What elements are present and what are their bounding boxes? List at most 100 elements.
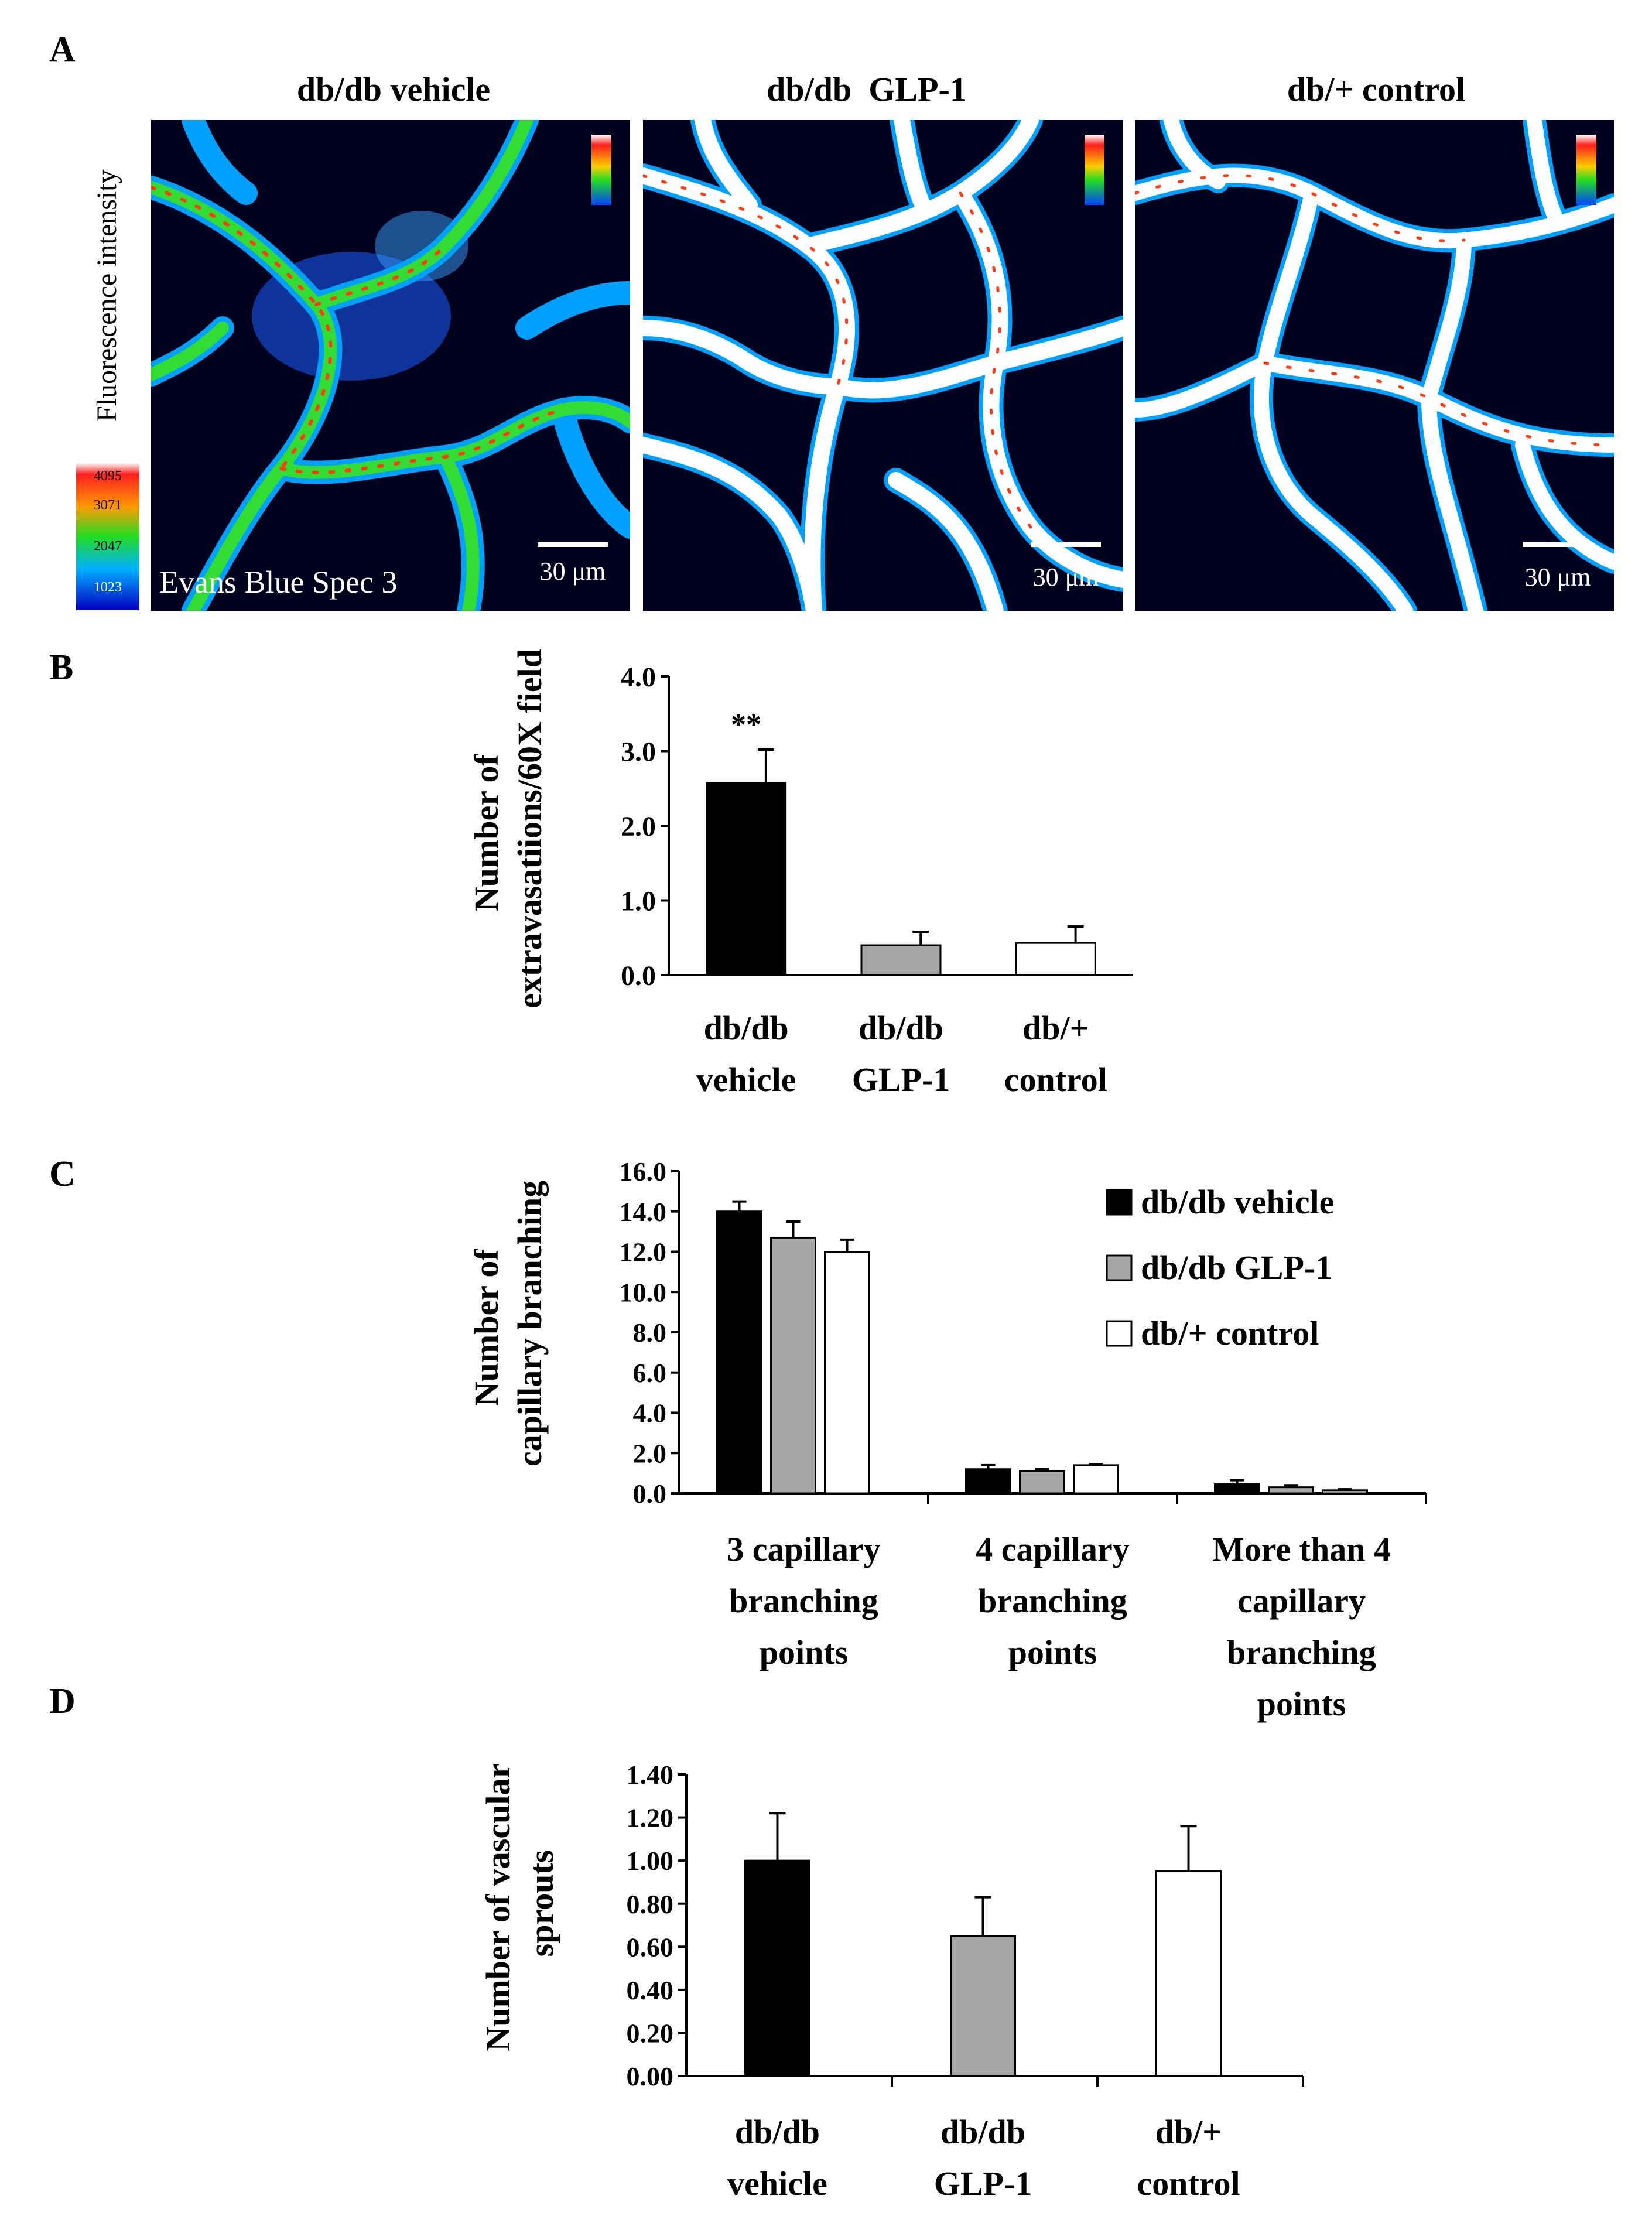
x-category-label: control [1137,2164,1240,2203]
significance-marker: ** [731,708,761,741]
y-tick-label: 16.0 [620,1157,667,1186]
legend-label: db/db GLP-1 [1141,1249,1332,1287]
scale-bar-label: 30 μm [540,557,606,586]
x-category-label: points [1257,1685,1346,1723]
bar [1015,942,1096,976]
x-category-label: control [1004,1061,1107,1099]
y-tick-label: 12.0 [620,1237,667,1267]
legend-label: db/+ control [1141,1314,1319,1352]
x-category-label: db/+ [1022,1009,1089,1047]
chart-c-bars [716,1200,1368,1495]
intensity-colorbar-mini [1085,135,1104,205]
bar [716,1210,762,1495]
x-category-label: db/db [735,2113,820,2151]
ylabel-line: extravasatiions/60X field [511,649,549,1008]
chart-d-bars [744,1812,1222,2077]
x-category-label: db/db [704,1009,789,1047]
x-category-label: branching [729,1582,878,1620]
chart-d-labels: db/db vehicle db/db GLP-1 db/+ control [727,2113,1240,2203]
bar [860,944,942,976]
ylabel-line: sprouts [522,1850,560,1957]
bar [1073,1464,1119,1495]
ylabel-line: Number of [467,1249,505,1407]
x-category-label: GLP-1 [934,2164,1032,2203]
colorbar-tick: 1023 [94,580,122,595]
micrograph-glp1: 30 μm [643,120,1123,611]
image-title-control: db/+ control [1287,70,1465,108]
scale-bar-label: 30 μm [1033,563,1099,591]
colorbar-title: Fluorescence intensity [91,169,122,422]
panel-label-b: B [49,648,73,688]
x-category-label: branching [978,1582,1127,1620]
chart-c-ylabel: Number of capillary branching [467,1181,549,1466]
bar [770,1236,816,1495]
chart-b-labels: db/db vehicle db/db GLP-1 db/+ control [696,1009,1107,1099]
y-tick-label: 0.40 [627,1975,674,2005]
ylabel-line: Number of vascular [479,1764,517,2051]
bar [950,1935,1016,2077]
bar [1268,1486,1314,1495]
x-category-label: 3 capillary [727,1530,881,1568]
image-title-glp1: db/db GLP-1 [767,70,967,108]
chart-c: 16.0 14.0 12.0 10.0 8.0 6.0 4.0 2.0 0.0 3 capill… [467,1157,1427,1723]
x-category-label: db/+ [1155,2113,1222,2151]
x-category-label: 4 capillary [976,1530,1130,1568]
y-tick-label: 1.20 [627,1803,674,1833]
image-label: Evans Blue Spec 3 [159,565,397,600]
legend-swatch [1106,1189,1133,1216]
x-category-label: More than 4 [1212,1530,1391,1568]
bar [965,1468,1011,1495]
chart-d: 1.40 1.20 1.00 0.80 0.60 0.40 0.20 0.00 db/db ve… [479,1755,1304,2203]
legend-label: db/db vehicle [1141,1183,1334,1221]
bar [706,782,787,976]
intensity-colorbar-mini [1576,135,1596,205]
bar [1214,1483,1260,1495]
intensity-colorbar-mini [591,135,611,205]
x-category-label: db/db [859,1009,943,1047]
y-tick-label: 0.0 [633,1479,667,1509]
y-tick-label: 3.0 [621,736,656,767]
chart-b: 4.0 3.0 2.0 1.0 0.0 ** db/db vehicle db/db GLP-… [467,649,1133,1099]
ylabel-line: capillary branching [511,1181,549,1466]
chart-d-axes: 1.40 1.20 1.00 0.80 0.60 0.40 0.20 0.00 [627,1760,1304,2091]
legend-swatch [1106,1320,1133,1347]
legend-swatch [1106,1254,1133,1281]
y-tick-label: 2.0 [633,1438,667,1468]
image-title-vehicle: db/db vehicle [297,70,490,108]
x-category-label: db/db [940,2113,1025,2151]
x-category-label: GLP-1 [852,1061,950,1099]
bar [1155,1870,1222,2077]
y-tick-label: 4.0 [633,1398,667,1428]
x-category-label: points [760,1633,849,1671]
scale-bar-label: 30 μm [1525,563,1591,591]
chart-b-axes: 4.0 3.0 2.0 1.0 0.0 [621,662,1133,991]
chart-c-labels: 3 capillary branching points 4 capillary bra… [727,1530,1391,1723]
y-tick-label: 0.0 [621,960,656,991]
bar [1322,1489,1368,1495]
panel-label-a: A [49,30,76,70]
y-tick-label: 1.0 [621,885,656,916]
micrograph-control: 30 μm [1135,120,1614,611]
bar [1019,1470,1065,1495]
x-category-label: capillary [1237,1582,1366,1620]
y-tick-label: 6.0 [633,1358,667,1388]
panel-label-c: C [49,1154,76,1194]
colorbar-tick: 4095 [94,468,122,484]
colorbar-tick: 3071 [94,498,122,513]
y-tick-label: 10.0 [620,1277,667,1307]
y-tick-label: 4.0 [621,662,656,693]
ylabel-line: Number of [467,754,505,912]
chart-d-ylabel: Number of vascular sprouts [479,1755,560,2051]
x-category-label: branching [1227,1633,1376,1671]
colorbar-tick: 2047 [94,539,122,554]
y-tick-label: 8.0 [633,1318,667,1348]
y-tick-label: 14.0 [620,1197,667,1227]
y-tick-label: 1.00 [627,1846,674,1876]
panel-label-d: D [49,1681,76,1721]
panel-a: Fluorescence intensity 4095 3071 2047 10… [76,70,1614,611]
x-category-label: points [1008,1633,1097,1671]
colorbar [76,463,139,610]
bar [824,1251,870,1495]
micrograph-vehicle: Evans Blue Spec 3 30 μm [151,120,630,611]
